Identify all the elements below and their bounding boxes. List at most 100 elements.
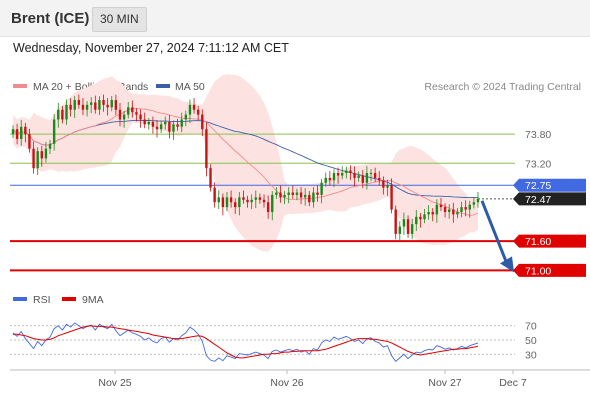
- candle: [373, 167, 377, 182]
- candle: [69, 98, 72, 117]
- candle-body: [332, 173, 336, 181]
- candle: [151, 116, 155, 134]
- candle-body: [427, 211, 430, 215]
- candle-body: [61, 109, 64, 120]
- candle-body: [180, 119, 183, 127]
- candle: [205, 122, 208, 177]
- candle-body: [110, 100, 113, 108]
- rsi-grid: 70 50 30: [10, 321, 537, 361]
- rsi-tick-2: 30: [525, 349, 537, 361]
- candle-body: [394, 209, 397, 234]
- candle-body: [106, 104, 109, 108]
- level-label-2: 72.75: [525, 180, 551, 192]
- candle-body: [316, 192, 319, 195]
- timeframe-button[interactable]: 30 MIN: [92, 7, 147, 32]
- candle: [394, 205, 397, 240]
- x-axis: Nov 25 Nov 26 Nov 27 Dec 7: [98, 370, 527, 389]
- candle: [94, 95, 97, 114]
- candle-body: [439, 204, 443, 208]
- candle-body: [192, 104, 196, 110]
- candle: [213, 182, 216, 208]
- x-tick-label-3: Dec 7: [499, 377, 527, 389]
- candle: [44, 141, 48, 163]
- candle: [36, 147, 39, 175]
- datetime-label: Wednesday, November 27, 2024 7:11:12 AM …: [13, 41, 289, 55]
- candle: [73, 96, 76, 119]
- candle-body: [20, 126, 23, 139]
- candle-body: [15, 129, 19, 139]
- candle-body: [443, 207, 447, 212]
- candle-body: [456, 211, 459, 215]
- candle: [332, 169, 336, 188]
- candle-body: [11, 129, 15, 135]
- candle: [275, 187, 278, 199]
- level-tag-4: [513, 234, 586, 248]
- candle-body: [242, 197, 245, 200]
- level-tag-2: [513, 178, 586, 192]
- candle-body: [382, 180, 385, 188]
- candle-body: [221, 197, 225, 208]
- rsi-legend-swatch: [13, 297, 27, 301]
- candle-body: [164, 121, 167, 125]
- candle-body: [131, 107, 134, 113]
- candle-body: [94, 102, 97, 110]
- candle-body: [349, 170, 352, 174]
- candle: [365, 166, 369, 190]
- candle-body: [114, 100, 118, 110]
- candle-body: [98, 100, 101, 110]
- level-label-3: 72.47: [525, 194, 551, 206]
- candle: [217, 190, 220, 210]
- candle-body: [73, 100, 76, 110]
- candle: [382, 176, 385, 195]
- candle: [172, 120, 175, 140]
- candle-body: [168, 121, 171, 132]
- candle: [24, 122, 27, 143]
- candle: [57, 102, 60, 128]
- candle: [188, 99, 192, 123]
- copyright-text: Research © 2024 Trading Central: [424, 81, 581, 93]
- level-label-1: 73.20: [525, 158, 551, 170]
- candle-body: [415, 216, 418, 225]
- candle-body: [291, 192, 295, 195]
- candle-body: [472, 202, 476, 205]
- candle: [316, 185, 319, 202]
- instrument-title: Brent (ICE): [11, 10, 90, 27]
- candle-body: [287, 192, 290, 195]
- candle-body: [254, 197, 257, 200]
- candle-body: [410, 224, 414, 234]
- level-label-5: 71.00: [525, 265, 551, 277]
- x-tick-label-1: Nov 26: [270, 377, 303, 389]
- candle-body: [431, 211, 434, 215]
- candle-body: [184, 114, 188, 120]
- ma20-line: [12, 107, 479, 216]
- candle: [81, 98, 85, 116]
- header-bar: Brent (ICE) 30 MIN: [0, 0, 590, 37]
- candle-body: [188, 104, 192, 115]
- candle: [291, 185, 295, 199]
- rsi-tick-0: 70: [525, 321, 537, 333]
- candle-body: [435, 204, 439, 215]
- candle: [77, 94, 81, 109]
- candle: [102, 94, 105, 112]
- candle-body: [155, 126, 159, 130]
- candle-body: [258, 197, 262, 200]
- candle: [460, 201, 463, 218]
- candle-body: [419, 216, 422, 220]
- candle: [127, 101, 130, 119]
- candle: [61, 105, 64, 124]
- candle-body: [271, 194, 274, 212]
- candle-body: [357, 175, 360, 178]
- candle: [176, 118, 179, 131]
- candle: [89, 97, 93, 114]
- candle: [246, 195, 249, 208]
- candle: [464, 200, 467, 217]
- level-label-4: 71.60: [525, 236, 551, 248]
- candle-body: [36, 151, 39, 169]
- candle: [40, 145, 44, 167]
- candle-body: [447, 209, 451, 212]
- candle: [184, 110, 188, 127]
- candle-body: [299, 192, 303, 198]
- rsi-tick-1: 50: [525, 335, 537, 347]
- candle: [20, 119, 23, 146]
- candle: [48, 139, 52, 155]
